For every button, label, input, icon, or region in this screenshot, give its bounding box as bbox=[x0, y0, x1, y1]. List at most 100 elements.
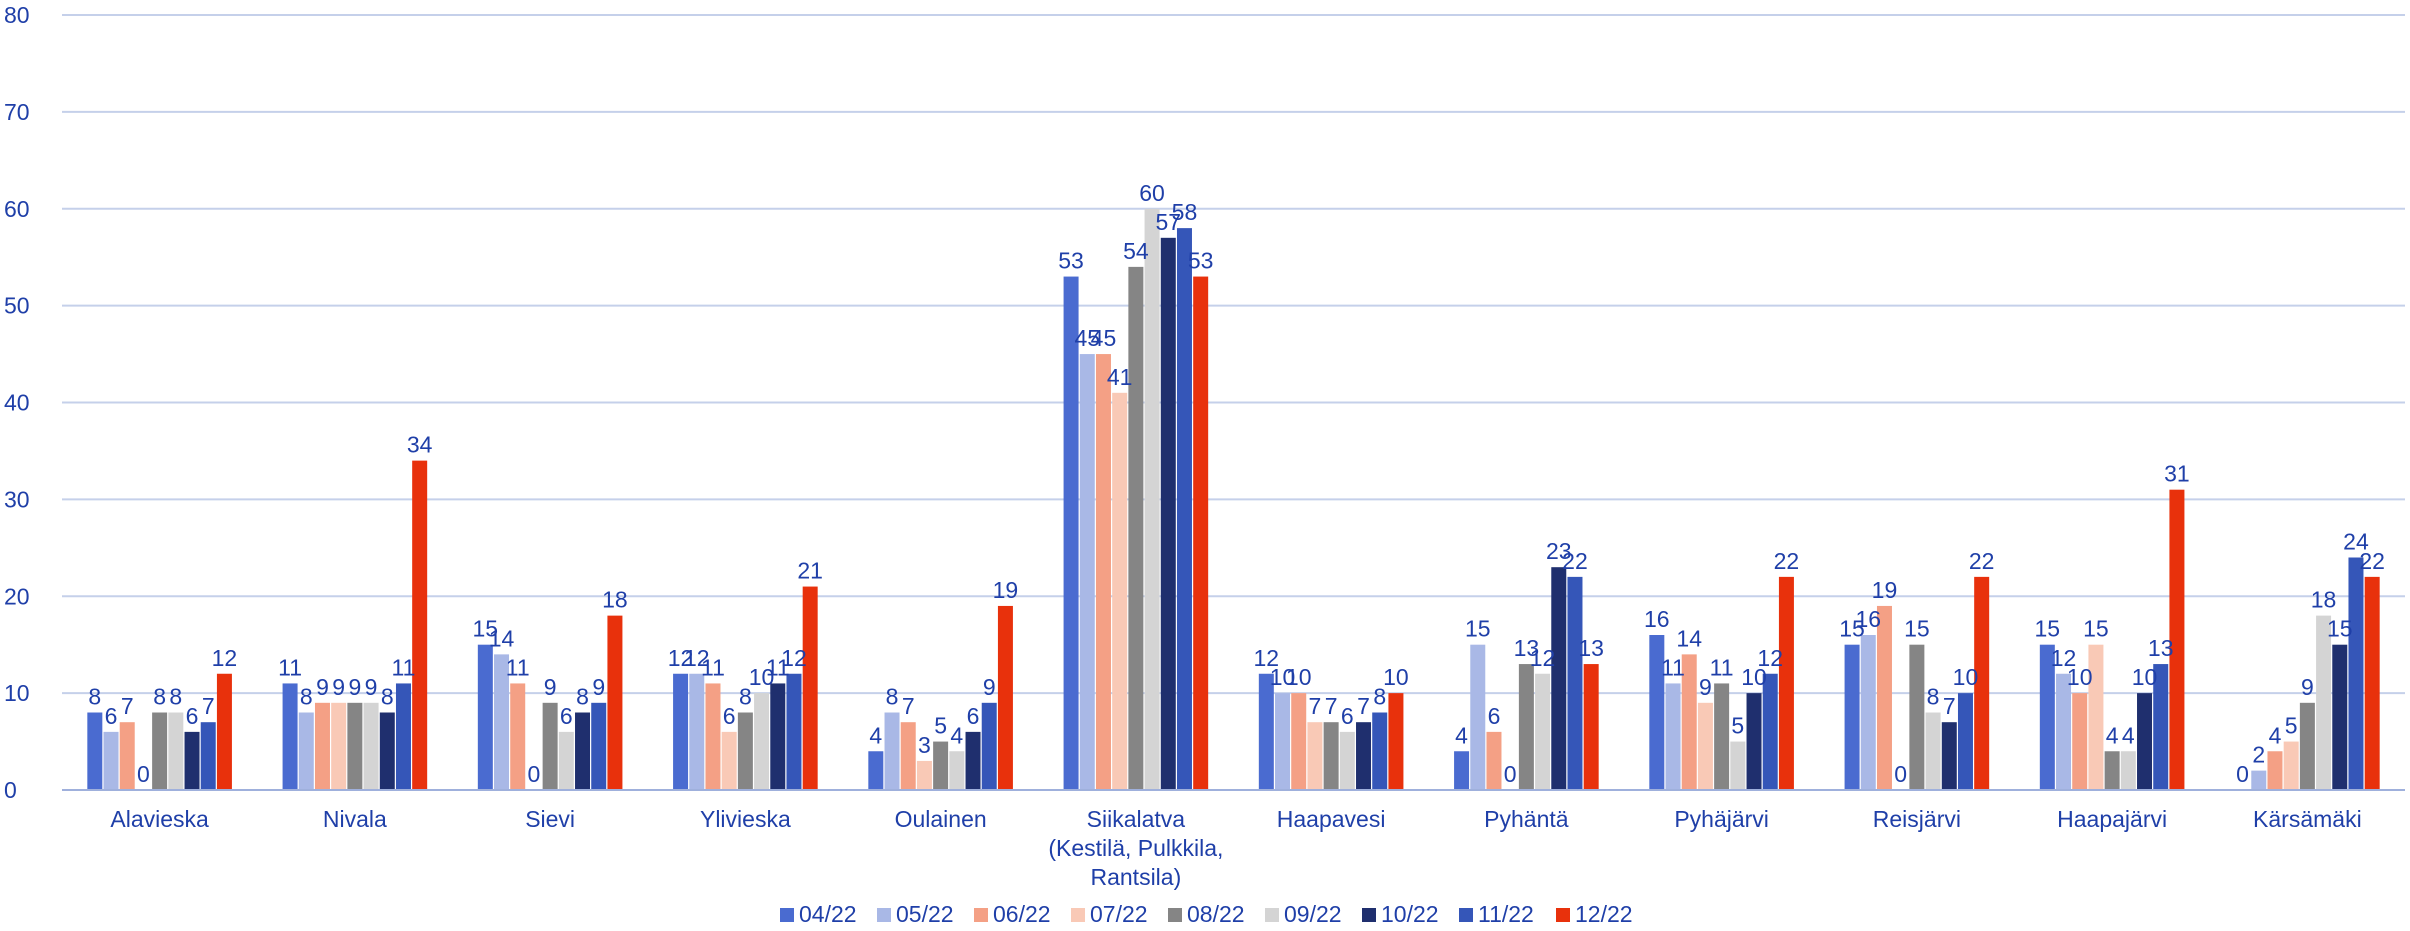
data-label: 8 bbox=[739, 684, 752, 710]
bar bbox=[2299, 702, 2315, 790]
bar bbox=[1323, 722, 1339, 790]
y-tick-label: 30 bbox=[4, 486, 30, 512]
data-label: 4 bbox=[950, 722, 963, 748]
bar bbox=[1112, 392, 1128, 790]
category-label: Ylivieska bbox=[700, 806, 791, 832]
data-label: 10 bbox=[749, 664, 775, 690]
data-label: 4 bbox=[869, 722, 882, 748]
bar bbox=[1193, 276, 1209, 790]
data-label: 22 bbox=[2359, 548, 2385, 574]
data-label: 11 bbox=[1710, 654, 1734, 680]
bar bbox=[802, 586, 818, 790]
category-label: Nivala bbox=[323, 806, 387, 832]
data-label: 8 bbox=[300, 684, 313, 710]
data-label: 7 bbox=[1325, 693, 1338, 719]
data-label: 10 bbox=[1741, 664, 1767, 690]
bar bbox=[395, 683, 411, 790]
bar bbox=[1258, 673, 1274, 790]
data-label: 9 bbox=[544, 674, 557, 700]
legend-swatch bbox=[974, 908, 988, 922]
bar bbox=[2267, 751, 2283, 790]
bar bbox=[786, 673, 802, 790]
data-label: 60 bbox=[1139, 180, 1165, 206]
data-label: 22 bbox=[1562, 548, 1588, 574]
data-label: 4 bbox=[2269, 722, 2282, 748]
legend-label: 04/22 bbox=[799, 901, 857, 927]
data-label: 12 bbox=[2051, 645, 2077, 671]
y-tick-label: 70 bbox=[4, 99, 30, 125]
data-label: 8 bbox=[1373, 684, 1386, 710]
bar bbox=[1275, 693, 1291, 790]
category-label: Oulainen bbox=[895, 806, 987, 832]
data-label: 53 bbox=[1188, 248, 1214, 274]
data-label: 41 bbox=[1107, 364, 1133, 390]
bar bbox=[184, 731, 200, 790]
legend-label: 06/22 bbox=[993, 901, 1051, 927]
legend-swatch bbox=[877, 908, 891, 922]
y-tick-label: 60 bbox=[4, 196, 30, 222]
data-label: 13 bbox=[1578, 635, 1604, 661]
data-label: 6 bbox=[560, 703, 573, 729]
data-label: 6 bbox=[723, 703, 736, 729]
category-label: Siikalatva bbox=[1087, 806, 1186, 832]
legend-swatch bbox=[780, 908, 794, 922]
bar bbox=[770, 683, 786, 790]
bar bbox=[1486, 731, 1502, 790]
data-label: 10 bbox=[1953, 664, 1979, 690]
data-label: 21 bbox=[797, 558, 823, 584]
bar bbox=[1128, 266, 1144, 790]
bar bbox=[1470, 644, 1486, 790]
data-label: 6 bbox=[1341, 703, 1354, 729]
data-label: 15 bbox=[2327, 616, 2353, 642]
data-label: 11 bbox=[766, 654, 790, 680]
bar bbox=[200, 722, 216, 790]
bar bbox=[510, 683, 526, 790]
bar bbox=[1291, 693, 1307, 790]
bar bbox=[2169, 489, 2185, 790]
bar bbox=[216, 673, 232, 790]
legend-label: 11/22 bbox=[1478, 901, 1534, 927]
data-label: 15 bbox=[1839, 616, 1865, 642]
data-label: 54 bbox=[1123, 238, 1149, 264]
data-label: 5 bbox=[934, 713, 947, 739]
bar bbox=[87, 712, 103, 790]
data-label: 23 bbox=[1546, 538, 1572, 564]
bar bbox=[2104, 751, 2120, 790]
bar bbox=[965, 731, 981, 790]
bar bbox=[1860, 635, 1876, 790]
data-label: 14 bbox=[489, 625, 515, 651]
data-label: 13 bbox=[1514, 635, 1540, 661]
data-label: 10 bbox=[1270, 664, 1296, 690]
bar bbox=[1144, 208, 1160, 790]
data-label: 2 bbox=[2252, 742, 2265, 768]
bar bbox=[673, 673, 689, 790]
data-label: 11 bbox=[392, 654, 416, 680]
data-label: 45 bbox=[1091, 325, 1117, 351]
legend: 04/22 05/22 06/22 07/22 08/22 09/22 10/22 11/22… bbox=[780, 901, 1633, 927]
data-label: 15 bbox=[1465, 616, 1491, 642]
bar bbox=[1876, 605, 1892, 790]
bar bbox=[884, 712, 900, 790]
data-label: 8 bbox=[576, 684, 589, 710]
bar bbox=[119, 722, 135, 790]
bar bbox=[1730, 741, 1746, 790]
bar bbox=[1160, 237, 1176, 790]
bar bbox=[1356, 722, 1372, 790]
bar bbox=[1778, 576, 1794, 790]
data-label: 0 bbox=[528, 761, 541, 787]
legend-label: 07/22 bbox=[1090, 901, 1148, 927]
data-label: 0 bbox=[1894, 761, 1907, 787]
data-label: 11 bbox=[278, 654, 302, 680]
bar bbox=[607, 615, 623, 790]
data-label: 22 bbox=[1969, 548, 1995, 574]
bar bbox=[2153, 664, 2169, 790]
bar bbox=[379, 712, 395, 790]
bar bbox=[1372, 712, 1388, 790]
legend-swatch bbox=[1265, 908, 1279, 922]
data-label: 58 bbox=[1172, 199, 1198, 225]
legend-swatch bbox=[1459, 908, 1473, 922]
data-label: 9 bbox=[365, 674, 378, 700]
data-label: 15 bbox=[2035, 616, 2061, 642]
bar bbox=[949, 751, 965, 790]
